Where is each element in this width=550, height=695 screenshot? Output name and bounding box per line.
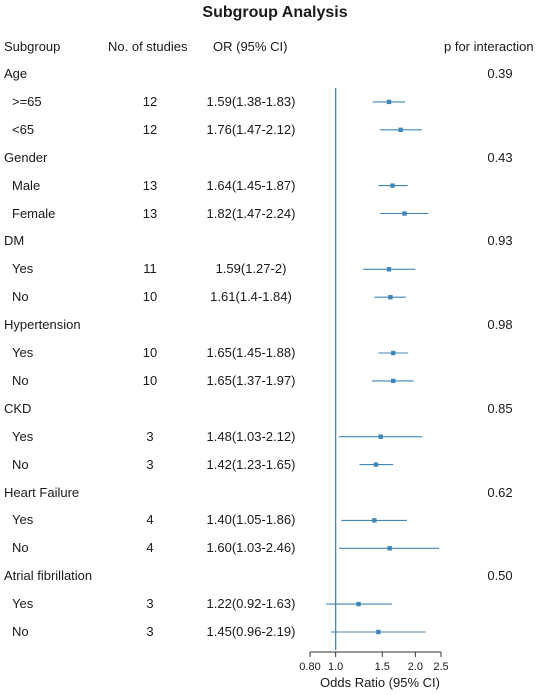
subgroup-header: Heart Failure [4,484,80,500]
or-ci-text: 1.64(1.45-1.87) [206,177,296,193]
header-or: OR (95% CI) [213,39,288,54]
or-ci-text: 1.40(1.05-1.86) [206,512,296,528]
study-count: 13 [142,205,158,221]
subgroup-label: No [12,289,29,305]
subgroup-label: Yes [12,345,34,360]
point-estimate [373,462,379,467]
study-count: 3 [146,428,154,444]
subgroup-header: DM [4,233,25,249]
subgroup-label: No [12,540,29,556]
p-interaction-value: 0.85 [487,400,513,416]
subgroup-header: Atrial fibrillation [4,568,93,584]
chart-title: Subgroup Analysis [202,4,348,21]
or-ci-text: 1.59(1.38-1.83) [206,93,296,109]
study-count: 12 [142,93,158,109]
or-ci-text: 1.48(1.03-2.12) [206,428,296,444]
subgroup-label: >=65 [12,93,42,109]
point-estimate [378,434,383,439]
or-ci-text: 1.59(1.27-2) [215,261,287,277]
x-tick-label: 2.5 [433,661,448,673]
subgroup-label: No [12,624,29,639]
header-studies: No. of studies [108,39,188,54]
point-estimate [372,518,377,523]
point-estimate [388,295,393,300]
study-count: 4 [146,512,154,528]
point-estimate [376,629,381,635]
header-p-interaction: p for interaction [444,39,534,54]
point-estimate [387,546,392,551]
x-tick-label: 2.0 [408,661,423,673]
p-interaction-value: 0.50 [487,568,513,584]
subgroup-header: Gender [4,149,48,165]
study-count: 13 [142,177,158,193]
or-ci-text: 1.45(0.96-2.19) [206,624,296,639]
or-ci-text: 1.22(0.92-1.63) [206,596,296,612]
subgroup-label: <65 [12,121,35,137]
x-axis-label: Odds Ratio (95% CI) [320,675,440,690]
study-count: 3 [146,456,154,472]
study-count: 3 [146,624,154,639]
p-interaction-value: 0.43 [487,149,513,165]
header-subgroup: Subgroup [4,39,61,54]
point-estimate [356,601,361,607]
p-interaction-value: 0.98 [487,317,513,333]
subgroup-header: Age [4,66,28,81]
subgroup-label: No [12,456,29,472]
point-estimate [391,378,396,384]
study-count: 10 [142,289,158,305]
point-estimate [391,350,396,356]
or-ci-text: 1.42(1.23-1.65) [206,456,296,472]
x-tick-label: 1.0 [328,661,343,673]
subgroup-label: Yes [12,512,34,528]
study-count: 4 [146,540,154,556]
p-interaction-value: 0.62 [487,484,513,500]
subgroup-label: Yes [12,261,34,277]
subgroup-label: Yes [12,428,34,444]
point-estimate [386,267,392,272]
study-count: 10 [142,372,158,388]
subgroup-label: Yes [12,596,34,612]
or-ci-text: 1.65(1.37-1.97) [206,372,296,388]
point-estimate [390,183,395,188]
subgroup-header: Hypertension [4,317,81,333]
x-tick-label: 1.5 [375,661,390,673]
p-interaction-value: 0.93 [487,233,513,249]
or-ci-text: 1.76(1.47-2.12) [206,121,296,137]
point-estimate [398,127,403,132]
study-count: 10 [142,345,158,360]
or-ci-text: 1.65(1.45-1.88) [206,345,296,360]
or-ci-text: 1.61(1.4-1.84) [210,289,292,305]
or-ci-text: 1.82(1.47-2.24) [206,205,296,221]
point-estimate [402,211,407,216]
subgroup-label: Male [12,177,41,193]
subgroup-label: No [12,372,29,388]
point-estimate [386,99,392,105]
subgroup-header: CKD [4,400,32,416]
study-count: 3 [146,596,154,612]
study-count: 11 [143,261,157,277]
x-tick-label: 0.80 [299,661,320,673]
study-count: 12 [142,121,158,137]
p-interaction-value: 0.39 [487,66,513,81]
or-ci-text: 1.60(1.03-2.46) [206,540,296,556]
subgroup-label: Female [12,205,56,221]
